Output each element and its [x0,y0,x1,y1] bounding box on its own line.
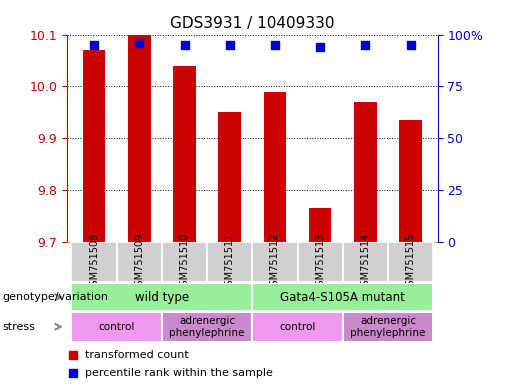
Point [271,42,279,48]
Bar [72,242,117,282]
Text: wild type: wild type [135,291,189,304]
Title: GDS3931 / 10409330: GDS3931 / 10409330 [170,16,335,31]
Bar [298,242,343,282]
Bar [309,208,332,242]
Bar [117,242,162,282]
Bar [72,312,162,342]
Text: control: control [279,322,316,332]
Bar [343,312,433,342]
Text: GSM751514: GSM751514 [360,232,370,292]
Point [316,44,324,50]
Point [226,42,234,48]
Text: GSM751513: GSM751513 [315,232,325,292]
Text: adrenergic
phenylephrine: adrenergic phenylephrine [350,316,426,338]
Bar [252,283,433,311]
Bar [162,242,207,282]
Text: transformed count: transformed count [85,350,189,360]
Point [90,42,98,48]
Text: GSM751511: GSM751511 [225,232,235,292]
Point [180,42,188,48]
Text: GSM751508: GSM751508 [89,232,99,292]
Text: Gata4-S105A mutant: Gata4-S105A mutant [280,291,405,304]
Point [362,42,370,48]
Point [406,42,415,48]
Text: GSM751515: GSM751515 [406,232,416,292]
Bar [72,283,252,311]
Bar [173,66,196,242]
Bar [252,312,343,342]
Text: GSM751509: GSM751509 [134,232,144,292]
Point [135,40,143,46]
Text: GSM751510: GSM751510 [180,232,190,292]
Bar [83,50,106,242]
Text: percentile rank within the sample: percentile rank within the sample [85,367,273,377]
Bar [252,242,298,282]
Bar [162,312,252,342]
Bar [207,242,252,282]
Bar [343,242,388,282]
Text: genotype/variation: genotype/variation [3,292,109,302]
Text: adrenergic
phenylephrine: adrenergic phenylephrine [169,316,245,338]
Bar [399,120,422,242]
Bar [218,113,241,242]
Bar [264,91,286,242]
Text: GSM751512: GSM751512 [270,232,280,292]
Bar [128,35,150,242]
Bar [388,242,433,282]
Text: stress: stress [3,322,36,332]
Bar [354,102,376,242]
Text: control: control [98,322,135,332]
